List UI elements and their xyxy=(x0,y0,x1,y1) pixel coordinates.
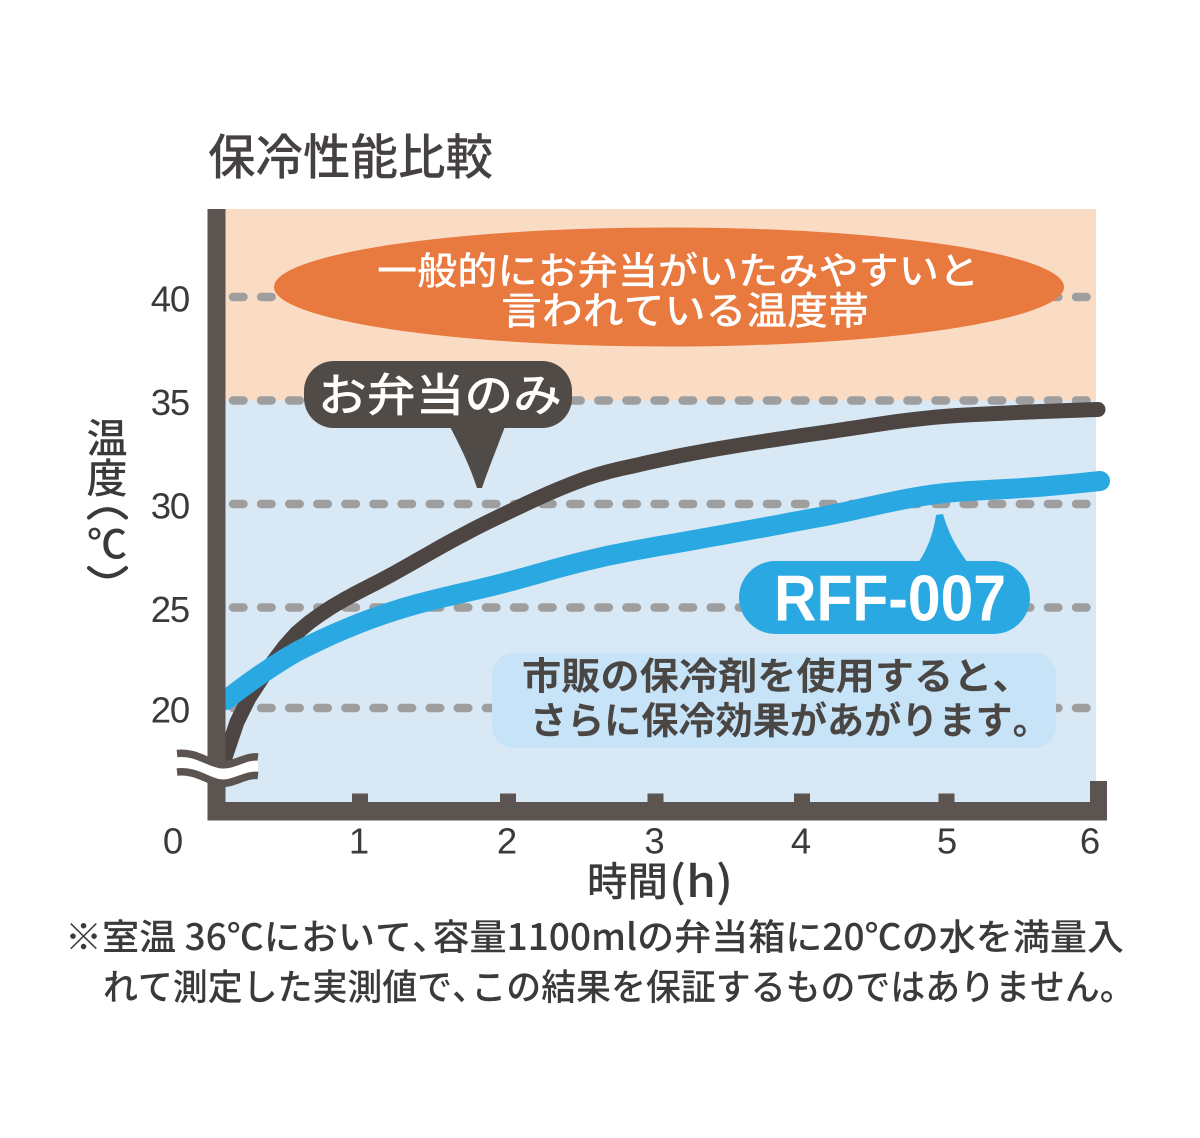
svg-text:30: 30 xyxy=(151,486,189,527)
svg-text:35: 35 xyxy=(151,382,189,423)
svg-text:25: 25 xyxy=(151,589,189,630)
svg-text:1: 1 xyxy=(349,821,369,862)
svg-text:40: 40 xyxy=(151,279,189,320)
svg-text:RFF-007: RFF-007 xyxy=(774,562,1006,635)
svg-text:0: 0 xyxy=(163,821,183,862)
svg-text:20: 20 xyxy=(151,690,189,731)
svg-text:3: 3 xyxy=(644,821,664,862)
svg-text:2: 2 xyxy=(497,821,517,862)
svg-text:5: 5 xyxy=(937,821,957,862)
svg-text:6: 6 xyxy=(1080,821,1100,862)
svg-text:4: 4 xyxy=(791,821,811,862)
